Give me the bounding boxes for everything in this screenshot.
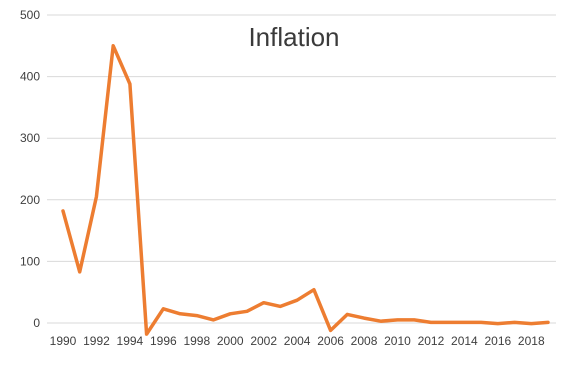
y-tick-label: 500 bbox=[20, 8, 40, 22]
y-tick-label: 200 bbox=[20, 193, 40, 207]
inflation-series-line bbox=[61, 44, 550, 336]
x-tick-label: 1998 bbox=[183, 334, 210, 348]
x-tick-label: 1990 bbox=[50, 334, 77, 348]
y-tick-label: 100 bbox=[20, 254, 40, 268]
x-tick-label: 2002 bbox=[250, 334, 277, 348]
x-tick-label: 2006 bbox=[317, 334, 344, 348]
y-tick-label: 0 bbox=[33, 316, 40, 330]
y-tick-label: 300 bbox=[20, 131, 40, 145]
x-tick-label: 2000 bbox=[217, 334, 244, 348]
x-tick-label: 1996 bbox=[150, 334, 177, 348]
x-tick-label: 2012 bbox=[418, 334, 445, 348]
chart-title: Inflation bbox=[248, 22, 339, 52]
y-tick-label: 400 bbox=[20, 70, 40, 84]
x-tick-label: 2018 bbox=[518, 334, 545, 348]
x-tick-label: 1994 bbox=[117, 334, 144, 348]
x-tick-label: 1992 bbox=[83, 334, 110, 348]
x-tick-label: 2016 bbox=[484, 334, 511, 348]
x-tick-label: 2014 bbox=[451, 334, 478, 348]
x-tick-label: 2004 bbox=[284, 334, 311, 348]
x-tick-label: 2010 bbox=[384, 334, 411, 348]
x-tick-label: 2008 bbox=[351, 334, 378, 348]
